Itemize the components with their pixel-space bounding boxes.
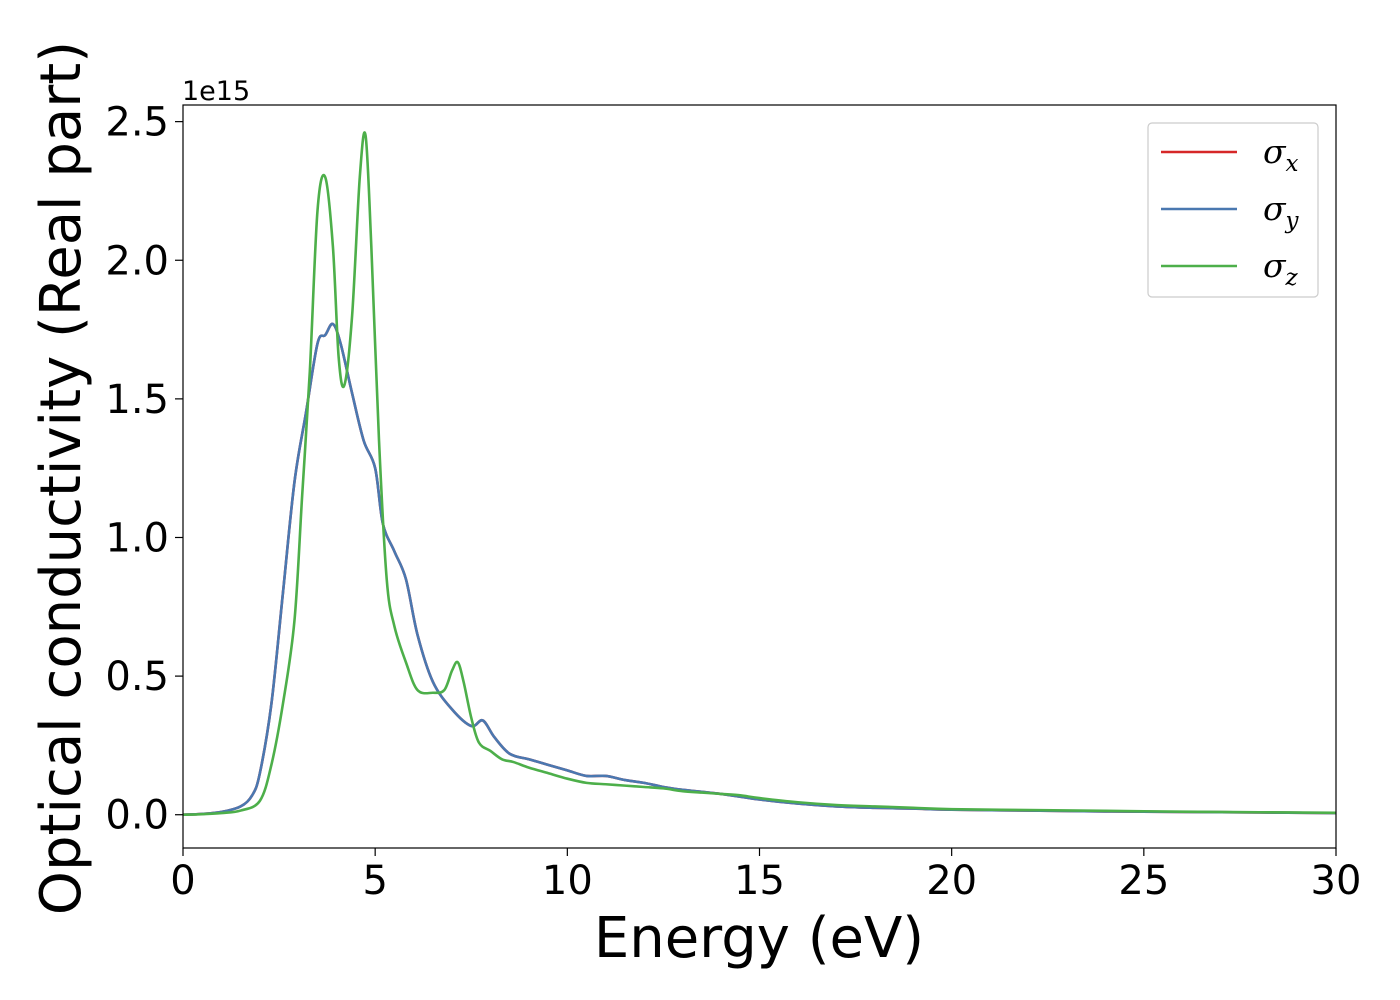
y-tick-label: 0.0 bbox=[105, 793, 169, 839]
legend-label-x: σx bbox=[1263, 132, 1299, 177]
y-offset-label: 1e15 bbox=[182, 76, 250, 107]
x-tick-label: 0 bbox=[170, 858, 195, 904]
legend: σx σy σz bbox=[1147, 122, 1319, 298]
x-axis-label: Energy (eV) bbox=[594, 906, 924, 971]
series-layer bbox=[183, 131, 1336, 817]
x-axis: 0 5 10 15 20 25 30 bbox=[170, 848, 1361, 904]
y-axis-label: Optical conductivity (Real part) bbox=[29, 41, 94, 915]
x-tick-label: 10 bbox=[542, 858, 593, 904]
legend-label-z: σz bbox=[1263, 246, 1299, 291]
y-tick-label: 2.5 bbox=[105, 100, 169, 146]
y-axis: 0.0 0.5 1.0 1.5 2.0 2.5 bbox=[105, 100, 183, 839]
x-tick-label: 5 bbox=[362, 858, 387, 904]
legend-label-y: σy bbox=[1263, 189, 1300, 234]
x-tick-label: 30 bbox=[1311, 858, 1362, 904]
x-tick-label: 25 bbox=[1118, 858, 1169, 904]
y-tick-label: 2.0 bbox=[105, 238, 169, 284]
y-tick-label: 1.0 bbox=[105, 515, 169, 561]
y-tick-label: 1.5 bbox=[105, 377, 169, 423]
x-tick-label: 15 bbox=[734, 858, 785, 904]
x-tick-label: 20 bbox=[926, 858, 977, 904]
y-tick-label: 0.5 bbox=[105, 654, 169, 700]
series-line-z bbox=[183, 131, 1336, 817]
series-line-y bbox=[183, 322, 1336, 817]
plot-area bbox=[183, 105, 1336, 848]
